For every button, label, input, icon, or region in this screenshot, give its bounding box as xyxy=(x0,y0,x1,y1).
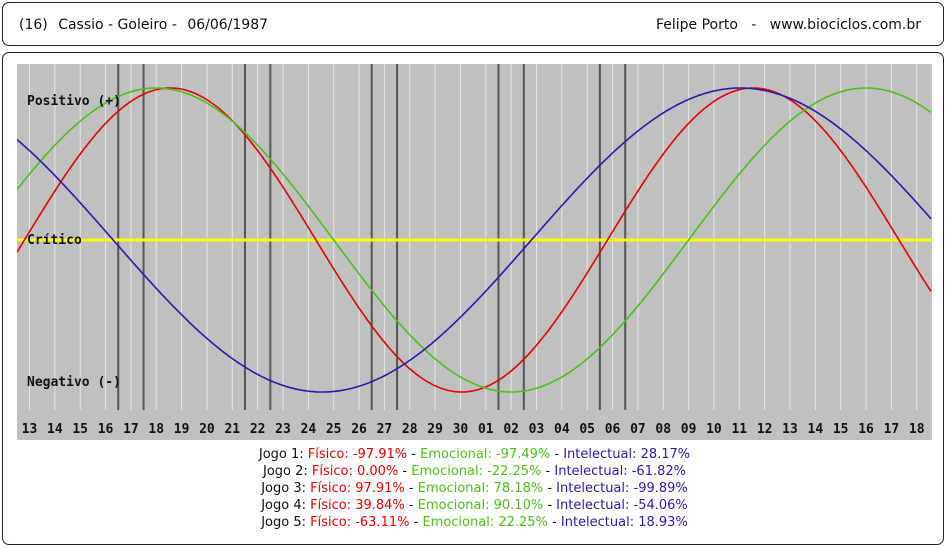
legend-separator: - xyxy=(398,464,412,479)
x-tick-label: 26 xyxy=(351,422,367,437)
series-line-emocional xyxy=(17,87,932,393)
x-tick-label: 02 xyxy=(503,422,519,437)
biorhythm-chart: Positivo (+) Crítico Negativo (-) 13 14 15… xyxy=(17,64,932,440)
legend-separator: - xyxy=(543,481,557,496)
legend-game-label: Jogo 3: xyxy=(261,481,311,496)
series-line-intelectual xyxy=(17,87,932,393)
legend-intelectual: Intelectual: 18.93% xyxy=(560,515,688,530)
x-tick-label: 10 xyxy=(706,422,722,437)
x-tick-label: 17 xyxy=(123,422,139,437)
negative-label: Negativo (-) xyxy=(27,375,121,390)
x-axis-ticks: 13 14 15 16 17 18 19 20 21 22 23 24 25 26 27 28 29 30 01 02… xyxy=(22,422,925,437)
legend-intelectual: Intelectual: 28.17% xyxy=(563,447,691,462)
x-tick-label: 08 xyxy=(655,422,671,437)
x-tick-label: 13 xyxy=(782,422,798,437)
header-panel: (16) Cassio - Goleiro - 06/06/1987 Felip… xyxy=(2,2,944,46)
header-credits: Felipe Porto - www.biociclos.com.br xyxy=(655,17,921,33)
positive-label: Positivo (+) xyxy=(27,94,121,109)
legend-game-label: Jogo 4: xyxy=(261,498,311,513)
legend-emocional: Emocional: 90.10% xyxy=(417,498,544,513)
x-tick-label: 18 xyxy=(909,422,925,437)
x-tick-label: 28 xyxy=(402,422,418,437)
x-tick-label: 21 xyxy=(224,422,240,437)
legend-intelectual: Intelectual: -54.06% xyxy=(556,498,688,513)
x-tick-label: 11 xyxy=(731,422,747,437)
legend-emocional: Emocional: 22.25% xyxy=(422,515,548,530)
legend-fisico: Físico: -63.11% xyxy=(310,515,410,530)
x-tick-label: 29 xyxy=(427,422,443,437)
x-tick-label: 05 xyxy=(579,422,595,437)
legend-fisico: Físico: 97.91% xyxy=(310,481,405,496)
legend-emocional: Emocional: 78.18% xyxy=(417,481,544,496)
legend-separator: - xyxy=(404,481,418,496)
x-tick-label: 24 xyxy=(301,422,317,437)
game-markers xyxy=(117,64,627,440)
x-tick-label: 14 xyxy=(808,422,824,437)
x-tick-label: 22 xyxy=(250,422,266,437)
legend-fisico: Físico: 0.00% xyxy=(311,464,399,479)
x-tick-label: 12 xyxy=(757,422,773,437)
critical-label: Crítico xyxy=(27,233,82,248)
x-tick-label: 03 xyxy=(529,422,545,437)
legend-intelectual: Intelectual: -99.89% xyxy=(556,481,688,496)
x-tick-label: 06 xyxy=(605,422,621,437)
birth-date: 06/06/1987 xyxy=(187,17,269,33)
x-axis-band xyxy=(17,410,932,440)
header-title: (16) Cassio - Goleiro - 06/06/1987 xyxy=(19,17,274,33)
x-tick-label: 27 xyxy=(377,422,393,437)
legend-row: Jogo 2: Físico: 0.00% - Emocional: -22.2… xyxy=(0,463,949,480)
x-tick-label: 14 xyxy=(47,422,63,437)
x-tick-label: 17 xyxy=(884,422,900,437)
game-legend: Jogo 1: Físico: -97.91% - Emocional: -97… xyxy=(0,446,949,531)
athlete-name: Cassio - Goleiro - xyxy=(58,17,177,33)
x-tick-label: 04 xyxy=(554,422,570,437)
legend-emocional: Emocional: -22.25% xyxy=(411,464,542,479)
legend-row: Jogo 3: Físico: 97.91% - Emocional: 78.1… xyxy=(0,480,949,497)
legend-separator: - xyxy=(541,464,555,479)
x-tick-label: 01 xyxy=(478,422,494,437)
legend-fisico: Físico: 39.84% xyxy=(310,498,405,513)
legend-fisico: Físico: -97.91% xyxy=(307,447,408,462)
x-tick-label: 19 xyxy=(174,422,190,437)
chart-background xyxy=(17,64,932,440)
legend-game-label: Jogo 1: xyxy=(258,447,308,462)
chart-series xyxy=(17,87,932,393)
legend-separator: - xyxy=(409,515,423,530)
legend-separator: - xyxy=(547,515,561,530)
x-tick-label: 30 xyxy=(453,422,469,437)
x-tick-label: 16 xyxy=(98,422,114,437)
legend-separator: - xyxy=(543,498,557,513)
x-tick-label: 09 xyxy=(681,422,697,437)
x-tick-label: 15 xyxy=(833,422,849,437)
x-tick-label: 18 xyxy=(148,422,164,437)
legend-separator: - xyxy=(550,447,564,462)
chart-grid xyxy=(29,64,918,410)
legend-separator: - xyxy=(404,498,418,513)
legend-row: Jogo 1: Físico: -97.91% - Emocional: -97… xyxy=(0,446,949,463)
legend-row: Jogo 4: Físico: 39.84% - Emocional: 90.1… xyxy=(0,497,949,514)
legend-emocional: Emocional: -97.49% xyxy=(420,447,551,462)
legend-intelectual: Intelectual: -61.82% xyxy=(554,464,686,479)
x-tick-label: 15 xyxy=(72,422,88,437)
x-tick-label: 07 xyxy=(630,422,646,437)
legend-row: Jogo 5: Físico: -63.11% - Emocional: 22.… xyxy=(0,514,949,531)
x-tick-label: 13 xyxy=(22,422,38,437)
legend-game-label: Jogo 2: xyxy=(262,464,312,479)
x-tick-label: 23 xyxy=(275,422,291,437)
x-tick-label: 25 xyxy=(326,422,342,437)
x-tick-label: 16 xyxy=(858,422,874,437)
legend-separator: - xyxy=(407,447,421,462)
game-number: (16) xyxy=(19,17,48,33)
x-tick-label: 20 xyxy=(199,422,215,437)
legend-game-label: Jogo 5: xyxy=(261,515,311,530)
